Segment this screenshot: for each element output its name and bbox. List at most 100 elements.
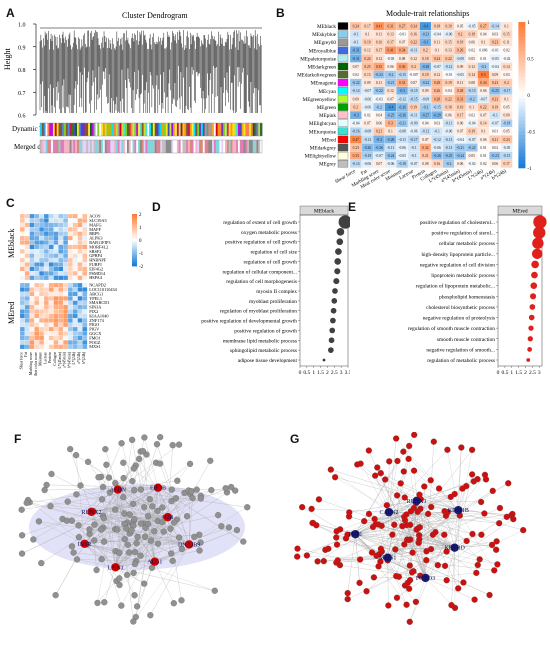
module-color-swatch (337, 38, 349, 46)
hub-gene-label: EIF3B (150, 486, 166, 492)
network-node (496, 504, 504, 512)
network-node (244, 504, 251, 511)
module-color-swatch (337, 22, 349, 30)
edge (94, 489, 118, 525)
merged-segment (236, 140, 239, 153)
expr-cell (43, 235, 49, 241)
expr-cell (48, 287, 54, 292)
edge (98, 477, 116, 568)
edge (91, 468, 135, 512)
heat-cell-value: 0.07 (353, 65, 359, 69)
heat-cell-value: 0.1 (504, 24, 509, 28)
legend-tick: 2 (139, 213, 142, 218)
merged-segment (121, 140, 124, 153)
scale-tick: -0.5 (527, 130, 535, 135)
merged-segment (82, 140, 85, 153)
merged-segment (217, 140, 220, 153)
expr-cell (77, 313, 83, 319)
expr-cell (53, 296, 59, 301)
scale-step (518, 54, 526, 59)
expr-cell (77, 335, 83, 341)
expr-cell (39, 271, 45, 276)
tree-cut-segment (58, 123, 61, 136)
network-node (400, 468, 407, 475)
tree-cut-segment (139, 123, 143, 136)
network-node (103, 461, 110, 468)
expr-cell (19, 322, 25, 328)
network-node (443, 548, 450, 555)
go-term-label: positive regulation of developmental gro… (201, 318, 297, 325)
edge (156, 444, 190, 545)
heat-cell-value: 0.27 (399, 24, 405, 28)
expr-cell (24, 300, 30, 306)
heat-cell-value: -0.22 (468, 146, 476, 150)
expr-cell (29, 282, 35, 288)
heat-cell-value: 0.09 (364, 81, 370, 85)
heat-cell-value: -0.11 (410, 114, 418, 118)
expr-cell (63, 313, 69, 319)
expr-cell (67, 326, 73, 332)
network-node (197, 495, 204, 502)
expr-cell (77, 227, 83, 232)
panel-f-label: F (14, 432, 22, 446)
merged-segment (202, 140, 206, 153)
gene-label: KIAA1040 (89, 313, 108, 318)
edge (416, 500, 480, 560)
expr-cell (29, 222, 35, 228)
edge (454, 449, 473, 548)
heat-cell-value: 0.19 (364, 41, 370, 45)
tree-cut-segment (51, 123, 54, 136)
heat-cell-value: -0.05 (491, 57, 499, 61)
heat-cell-value: 0.02 (353, 73, 359, 77)
heat-cell-value: 0.04 (376, 114, 382, 118)
expr-cell (39, 322, 45, 328)
scale-step (518, 87, 526, 92)
network-node (333, 559, 340, 566)
scale-step (518, 25, 526, 30)
expr-cell (39, 282, 45, 288)
expr-cell (53, 282, 59, 288)
tree-cut-segment (86, 123, 89, 136)
expr-cell (77, 282, 83, 288)
network-node (417, 505, 424, 512)
tree-cut-segment (56, 123, 59, 136)
heat-cell-value: 0.15 (364, 73, 370, 77)
gene-label: MORF4L2 (89, 244, 108, 249)
tree-cut-segment (195, 123, 198, 136)
heat-cell-value: 0.16 (376, 41, 382, 45)
heat-cell-value: 0.33 (353, 154, 359, 158)
expr-cell (39, 262, 45, 267)
expr-cell (43, 244, 49, 250)
tree-cut-segment (202, 123, 206, 136)
expr-cell (67, 271, 73, 276)
merged-segment (89, 140, 93, 153)
heat-cell-value: 0.05 (469, 154, 475, 158)
edge (189, 526, 222, 545)
edge (416, 478, 478, 502)
expr-cell (43, 331, 49, 336)
merged-segment (180, 140, 183, 153)
expr-cell (48, 344, 54, 350)
expr-cell (19, 271, 25, 276)
tree-cut-segment (52, 123, 56, 136)
heat-cell-value: -0.25 (387, 114, 395, 118)
module-color-swatch (337, 111, 349, 119)
module-label: MEroyalblue (309, 48, 337, 54)
tree-cut-segment (114, 123, 117, 136)
heat-cell-value: 0.22 (480, 105, 486, 109)
scale-step (518, 145, 526, 151)
expr-cell (58, 253, 64, 259)
merged-segment (219, 140, 222, 153)
network-node (386, 458, 393, 465)
expr-cell (43, 296, 49, 301)
merged-segment (247, 140, 250, 153)
edge (117, 489, 248, 508)
expr-cell (29, 235, 35, 241)
edge (425, 572, 477, 579)
module-color-swatch (337, 46, 349, 55)
go-term-label: adipose tissue development (238, 358, 298, 364)
network-node (142, 533, 149, 540)
expr-cell (43, 257, 49, 263)
